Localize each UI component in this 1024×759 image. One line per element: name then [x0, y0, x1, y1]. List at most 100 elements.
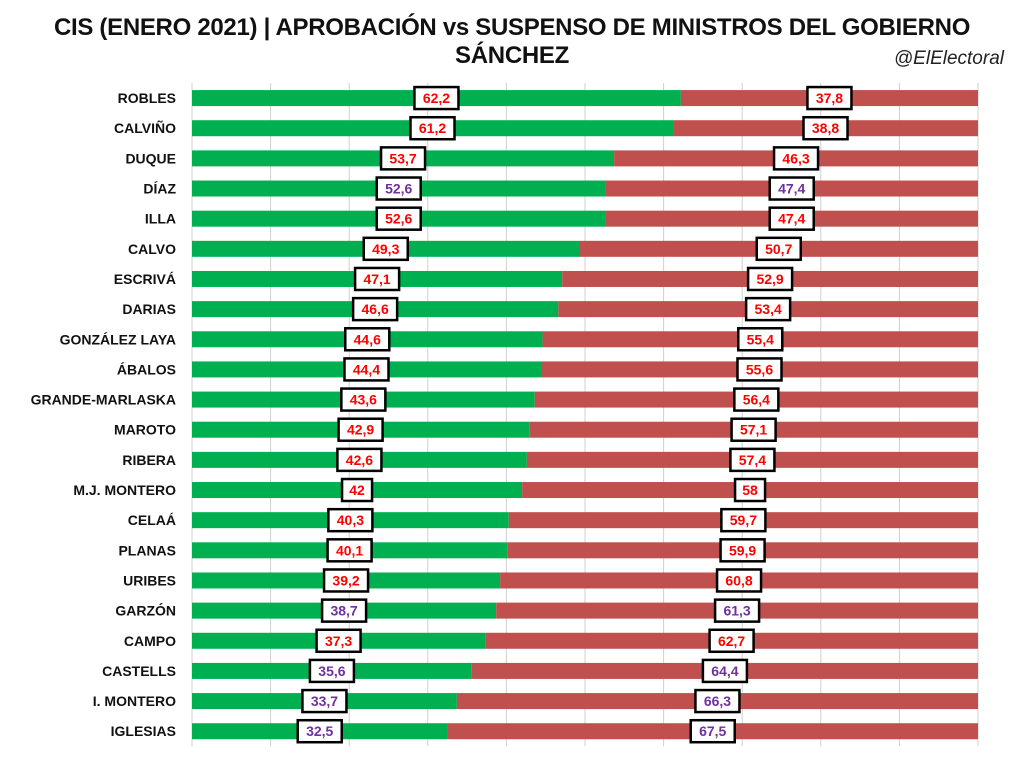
data-label-box — [343, 357, 390, 382]
data-label: 55,4 — [747, 331, 774, 347]
data-label: 56,4 — [743, 392, 770, 408]
data-label-box — [375, 206, 422, 231]
data-label: 38,8 — [812, 120, 839, 136]
data-label: 64,4 — [711, 663, 738, 679]
category-label: ÁBALOS — [117, 361, 176, 377]
data-label: 37,3 — [325, 633, 352, 649]
category-label: GONZÁLEZ LAYA — [60, 331, 176, 347]
data-label: 67,5 — [699, 723, 726, 739]
data-label-box — [296, 718, 343, 744]
data-label-box — [308, 658, 356, 684]
data-label-box — [715, 568, 763, 593]
data-label: 42 — [349, 482, 365, 498]
category-label: CAMPO — [124, 633, 176, 649]
data-label-box — [344, 327, 391, 352]
category-label: URIBES — [123, 572, 176, 588]
data-label-box — [409, 115, 456, 141]
data-label-box — [320, 598, 368, 623]
data-label-box — [744, 296, 792, 322]
data-label-box — [694, 688, 741, 714]
data-label-box — [337, 417, 384, 442]
data-label: 39,2 — [332, 572, 359, 588]
category-label: M.J. MONTERO — [73, 482, 176, 498]
data-label-box — [733, 477, 767, 503]
data-label: 61,3 — [723, 603, 750, 619]
category-label: DARIAS — [122, 301, 176, 317]
data-label: 59,7 — [730, 512, 757, 528]
category-label: CELAÁ — [128, 512, 176, 528]
data-label: 49,3 — [372, 241, 399, 257]
category-label: GRANDE-MARLASKA — [31, 392, 176, 408]
category-label: CALVIÑO — [114, 119, 176, 136]
category-label: I. MONTERO — [93, 693, 176, 709]
category-label: CASTELLS — [102, 663, 176, 679]
data-label: 50,7 — [765, 241, 792, 257]
data-label: 43,6 — [350, 392, 377, 408]
data-label-box — [362, 236, 409, 262]
data-label: 46,3 — [782, 150, 809, 166]
data-label: 58 — [742, 482, 758, 498]
data-label: 47,4 — [778, 211, 805, 227]
category-label: ILLA — [145, 211, 176, 227]
data-label-box — [375, 176, 422, 201]
data-label-box — [730, 417, 777, 442]
data-label-box — [713, 598, 761, 623]
data-label-box — [733, 387, 780, 412]
data-label-box — [720, 507, 767, 533]
data-label-box — [768, 206, 815, 231]
data-label: 62,7 — [718, 633, 745, 649]
data-label-box — [736, 357, 783, 382]
data-label: 55,6 — [746, 361, 773, 377]
category-label: DUQUE — [125, 150, 176, 166]
data-label-box — [772, 146, 820, 171]
category-label: GARZÓN — [115, 602, 176, 619]
category-label: ESCRIVÁ — [114, 271, 176, 287]
data-label-box — [340, 477, 374, 503]
data-label: 40,3 — [337, 512, 364, 528]
data-label: 44,6 — [354, 331, 381, 347]
data-label: 52,6 — [385, 211, 412, 227]
data-label: 60,8 — [725, 572, 752, 588]
data-label: 59,9 — [729, 542, 756, 558]
data-label-box — [729, 447, 776, 473]
data-label-box — [755, 236, 802, 262]
data-label-box — [353, 266, 401, 292]
data-label-box — [768, 176, 815, 201]
data-label-box — [326, 538, 373, 563]
category-label: IGLESIAS — [111, 723, 176, 739]
data-label-box — [701, 658, 749, 684]
category-label: MAROTO — [114, 422, 176, 438]
data-label: 38,7 — [330, 603, 357, 619]
data-label: 52,6 — [385, 181, 412, 197]
data-label: 32,5 — [306, 723, 333, 739]
data-label: 61,2 — [419, 120, 446, 136]
data-label: 53,4 — [755, 301, 782, 317]
category-label: CALVO — [128, 241, 176, 257]
category-label: PLANAS — [118, 542, 176, 558]
data-label: 33,7 — [311, 693, 338, 709]
data-label-box — [340, 387, 387, 412]
data-label-box — [746, 266, 794, 292]
data-label: 53,7 — [389, 150, 416, 166]
data-label: 42,6 — [346, 452, 373, 468]
data-label-box — [708, 628, 755, 654]
category-label: DÍAZ — [143, 181, 176, 197]
data-label-box — [802, 115, 849, 141]
data-label-box — [315, 628, 362, 654]
data-label: 52,9 — [756, 271, 783, 287]
data-label-box — [379, 146, 427, 171]
data-label: 37,8 — [816, 90, 843, 106]
category-label: RIBERA — [122, 452, 176, 468]
data-label-box — [336, 447, 383, 473]
data-label-box — [737, 327, 784, 352]
data-label-box — [301, 688, 348, 714]
chart-subtitle: @ElElectoral — [893, 48, 1004, 69]
data-label: 66,3 — [704, 693, 731, 709]
data-label: 47,1 — [363, 271, 390, 287]
data-label-box — [806, 85, 853, 111]
category-label: ROBLES — [118, 90, 176, 106]
data-label: 35,6 — [318, 663, 345, 679]
data-label-box — [351, 296, 399, 322]
data-label: 46,6 — [362, 301, 389, 317]
